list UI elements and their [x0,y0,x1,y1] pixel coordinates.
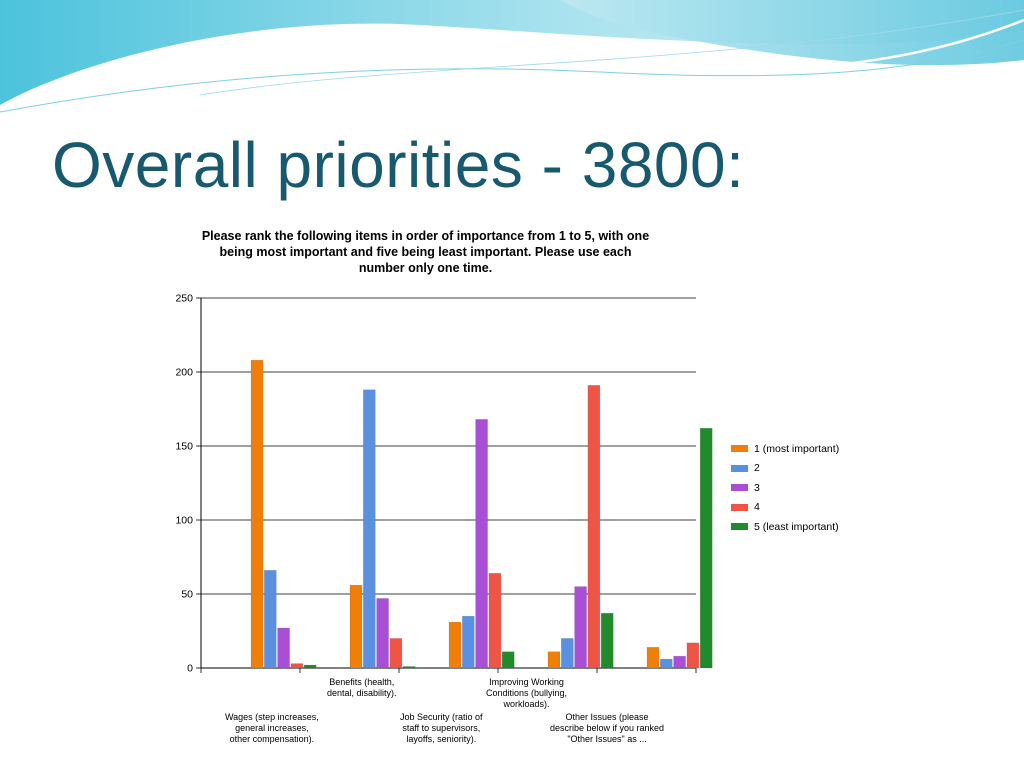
bar [660,658,673,669]
bar [448,621,462,669]
bar [303,664,317,669]
bar [699,427,713,669]
bar [376,598,389,669]
x-category-label: Wages (step increases, general increases… [225,712,319,744]
y-tick-label: 200 [175,367,193,379]
legend-item: 3 [731,478,839,498]
x-category-label: Improving Working Conditions (bullying, … [486,677,568,709]
legend-item: 4 [731,498,839,518]
legend-swatch [731,445,748,453]
legend-label: 3 [754,481,760,494]
bar [488,573,502,669]
bar [587,385,601,669]
x-category-label: Benefits (health, dental, disability). [327,677,397,698]
legend-swatch [731,523,748,531]
bar [561,638,574,669]
bar [402,666,416,669]
bar [389,638,403,669]
y-tick-label: 100 [175,515,193,527]
bar [673,655,686,669]
x-category-label: Other Issues (please describe below if y… [550,712,665,744]
bar [363,389,376,669]
slide-title: Overall priorities - 3800: [52,129,745,201]
chart-legend: 1 (most important) 2 3 4 5 (least import… [731,439,839,537]
bar [501,651,515,669]
legend-item: 1 (most important) [731,439,839,459]
legend-label: 2 [754,462,760,475]
legend-label: 5 (least important) [754,520,839,533]
legend-swatch [731,484,748,492]
y-tick-label: 0 [187,663,193,675]
legend-label: 4 [754,501,760,514]
x-category-label: Job Security (ratio of staff to supervis… [400,712,483,744]
bar [646,647,660,669]
bar [349,584,363,669]
legend-item: 5 (least important) [731,517,839,537]
y-tick-label: 150 [175,441,193,453]
y-tick-label: 50 [181,589,193,601]
bar [574,586,587,669]
legend-swatch [731,464,748,472]
bar [600,612,614,669]
bar [290,663,304,669]
header-wave-decoration [0,0,1024,113]
legend-item: 2 [731,459,839,479]
bar [264,570,277,669]
chart-title-line: number only one time. [358,261,493,275]
chart-panel: 0 50 100 150 200 250 Please rank the followin… [133,210,871,766]
legend-label: 1 (most important) [754,442,840,455]
bar [462,615,475,669]
legend-swatch [731,503,748,511]
bar [475,419,488,669]
chart-title-line: Please rank the following items in order… [201,229,650,243]
bar [277,627,290,669]
chart-title: Please rank the following items in order… [173,228,678,276]
bar [686,642,700,669]
bar-chart: 0 50 100 150 200 250 [175,293,713,675]
bar [547,651,561,669]
bar [250,359,264,669]
chart-title-line: being most important and five being leas… [219,245,632,259]
y-tick-label: 250 [175,293,193,305]
